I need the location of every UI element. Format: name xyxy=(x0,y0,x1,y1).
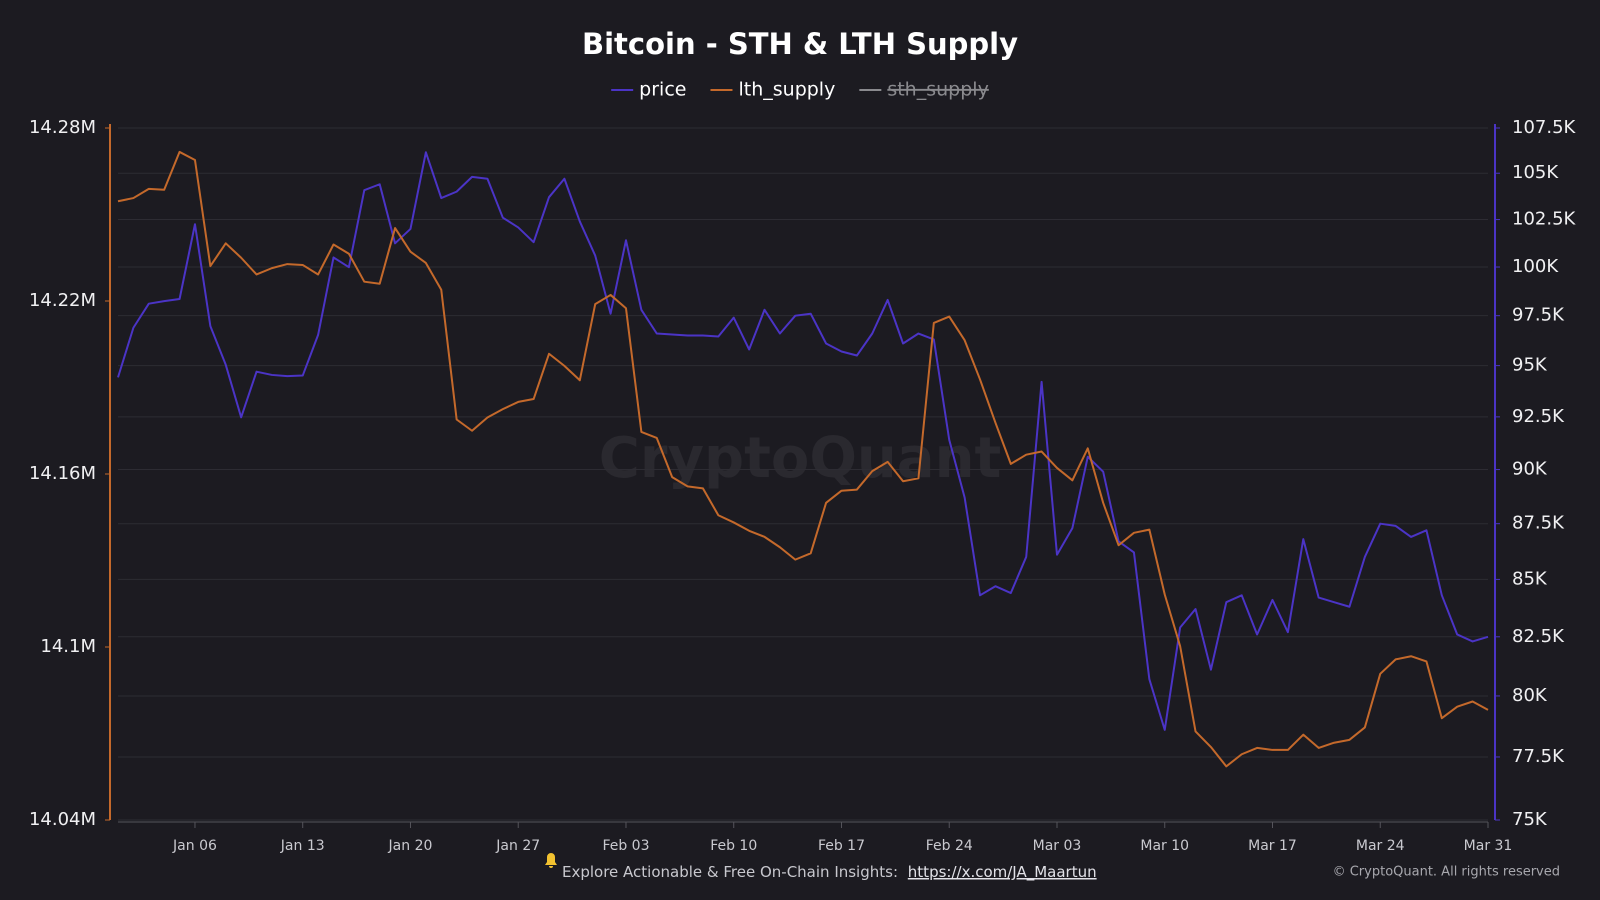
x-tick-label: Feb 17 xyxy=(818,838,865,854)
footer-link[interactable]: https://x.com/JA_Maartun xyxy=(908,863,1097,882)
x-tick-label: Mar 31 xyxy=(1464,838,1513,854)
series-line xyxy=(117,151,1489,731)
footer-label: Explore Actionable & Free On-Chain Insig… xyxy=(562,863,898,881)
y2-tick-label: 80K xyxy=(1512,685,1548,706)
copyright: © CryptoQuant. All rights reserved xyxy=(1333,865,1560,880)
legend-label[interactable]: sth_supply xyxy=(887,79,988,101)
y2-tick-label: 107.5K xyxy=(1512,117,1577,138)
y2-tick-label: 85K xyxy=(1512,568,1548,589)
x-tick-label: Feb 24 xyxy=(926,838,973,854)
y2-tick-label: 77.5K xyxy=(1512,746,1565,767)
legend-label[interactable]: lth_supply xyxy=(738,79,835,101)
y2-tick-label: 82.5K xyxy=(1512,626,1565,647)
x-tick-label: Feb 03 xyxy=(602,838,649,854)
series-line xyxy=(117,150,1489,768)
watermark: CryptoQuant xyxy=(599,426,1001,491)
y2-tick-label: 95K xyxy=(1512,355,1548,376)
y-tick-label: 14.22M xyxy=(29,290,96,311)
y2-tick-label: 87.5K xyxy=(1512,513,1565,534)
x-tick-label: Mar 03 xyxy=(1033,838,1082,854)
y-tick-label: 14.28M xyxy=(29,117,96,138)
x-tick-label: Mar 10 xyxy=(1140,838,1189,854)
x-tick-label: Jan 06 xyxy=(172,838,217,854)
x-tick-label: Jan 27 xyxy=(495,838,540,854)
y-tick-label: 14.1M xyxy=(40,636,96,657)
y2-tick-label: 75K xyxy=(1512,809,1548,830)
chart-title: Bitcoin - STH & LTH Supply xyxy=(582,27,1018,61)
x-tick-label: Jan 13 xyxy=(280,838,325,854)
y2-tick-label: 100K xyxy=(1512,256,1559,277)
footer-text: Explore Actionable & Free On-Chain Insig… xyxy=(562,863,1097,882)
grid: 75K 77.5K 80K 82.5K 85K 87.5K 90K 92.5K 95K 97.5K… xyxy=(29,117,1577,854)
bell-icon xyxy=(545,853,557,868)
y-tick-label: 14.16M xyxy=(29,463,96,484)
y2-tick-label: 97.5K xyxy=(1512,305,1565,326)
footer: Explore Actionable & Free On-Chain Insig… xyxy=(545,853,1560,882)
legend-item[interactable]: lth_supply xyxy=(710,79,835,101)
plot xyxy=(117,150,1489,768)
x-tick-label: Feb 10 xyxy=(710,838,757,854)
y-tick-label: 14.04M xyxy=(29,809,96,830)
legend: price lth_supply sth_supply xyxy=(611,79,989,101)
x-tick-label: Mar 17 xyxy=(1248,838,1297,854)
x-tick-label: Mar 24 xyxy=(1356,838,1405,854)
legend-item[interactable]: sth_supply xyxy=(859,79,989,101)
legend-label[interactable]: price xyxy=(639,79,686,101)
y2-tick-label: 102.5K xyxy=(1512,209,1577,230)
legend-item[interactable]: price xyxy=(611,79,686,101)
y2-tick-label: 92.5K xyxy=(1512,406,1565,427)
y2-tick-label: 105K xyxy=(1512,162,1559,183)
x-tick-label: Jan 20 xyxy=(388,838,433,854)
y2-tick-label: 90K xyxy=(1512,459,1548,480)
